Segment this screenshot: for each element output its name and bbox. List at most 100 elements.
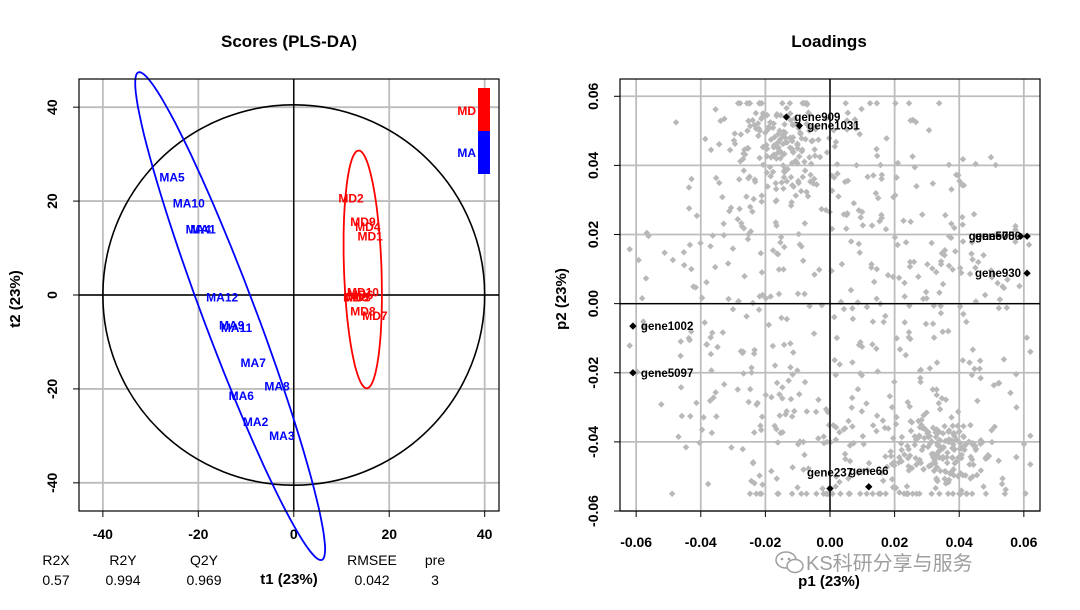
loading-point [811,271,818,278]
loading-point [730,137,738,144]
loading-point [641,323,649,330]
loading-point [773,197,780,204]
loading-point [891,378,898,386]
loading-point [739,445,747,453]
loading-point [849,359,856,366]
loading-point [854,385,862,393]
loading-point [759,291,766,299]
loading-point [873,412,881,420]
loading-point [829,490,836,497]
loading-point [757,249,765,257]
loading-point [933,391,940,399]
loading-point [703,341,710,348]
loading-point [780,266,787,273]
loading-point [799,257,807,265]
loading-point [967,421,974,429]
loading-point [915,458,923,466]
wechat-icon [775,551,804,574]
loading-point [848,404,855,411]
loading-point [757,422,764,429]
highlighted-gene-label: gene1002 [641,321,693,333]
highlighted-gene-point [865,483,873,491]
loading-point [696,439,703,447]
loading-point [942,396,950,403]
loading-point [833,334,841,342]
loading-point [768,467,775,475]
loading-point [720,220,727,227]
loading-point [906,403,913,410]
loading-point [906,452,914,459]
loading-point [773,155,780,162]
loadings-axes: -0.06 -0.04 -0.02 0.00 0.02 0.04 0.06 -0.06 -0.0… [585,79,1040,550]
loading-point [687,412,694,420]
loading-point [948,220,955,227]
loading-point [798,490,805,497]
loading-point [753,490,760,497]
loading-point [848,394,856,402]
loading-point [751,176,759,183]
loading-point [748,369,755,376]
loading-point [801,158,808,165]
loading-point [945,161,953,169]
loading-point [777,239,784,246]
loading-point [719,193,726,201]
loading-point [966,461,973,468]
loading-point [713,413,720,420]
loading-point [847,238,855,245]
loadings-xtick-label: 0.04 [946,534,973,550]
loading-point [933,386,940,393]
loading-point [988,438,996,446]
loading-point [913,182,920,190]
loading-point [890,458,898,466]
loading-point [971,365,978,373]
loading-point [779,132,787,140]
score-point-label: MD10 [347,286,379,300]
loading-point [766,163,774,171]
loading-point [698,294,706,302]
loading-point [789,464,796,471]
loading-point [917,378,924,386]
loading-point [774,490,781,497]
loading-point [889,273,897,281]
loading-point [1003,304,1011,312]
loadings-xtick-label: -0.02 [749,534,781,550]
loading-point [745,398,752,406]
scores-ellipses [102,71,486,561]
loading-point [835,193,842,200]
loading-point [957,490,965,497]
loading-point [872,190,880,197]
loading-point [855,341,863,349]
loading-point [888,476,896,483]
highlighted-gene-label: gene237 [807,468,853,480]
loading-point [896,454,903,461]
loading-point [936,406,944,413]
loading-point [884,271,892,279]
score-point-label: MA7 [241,356,267,370]
loading-point [1012,226,1019,233]
loading-point [775,144,782,151]
loading-point [757,490,765,497]
scores-xtick-label: -40 [93,526,113,542]
loading-point [784,165,791,173]
highlighted-gene-point [1016,232,1025,240]
loading-point [966,359,973,366]
loading-point [878,171,886,179]
loading-point [755,306,763,313]
loading-point [843,225,850,233]
loading-point [888,403,896,411]
loadings-title: Loadings [791,32,867,51]
loading-point [791,407,798,415]
loading-point [893,174,900,181]
loading-point [893,413,900,421]
loading-point [798,146,806,153]
loading-point [774,250,782,258]
loading-point [873,295,880,302]
loading-point [902,351,910,359]
loading-point [640,318,647,325]
loading-point [708,429,716,437]
loading-point [744,144,751,152]
loading-point [836,428,843,436]
loading-point [905,334,913,341]
loading-point [686,336,693,344]
